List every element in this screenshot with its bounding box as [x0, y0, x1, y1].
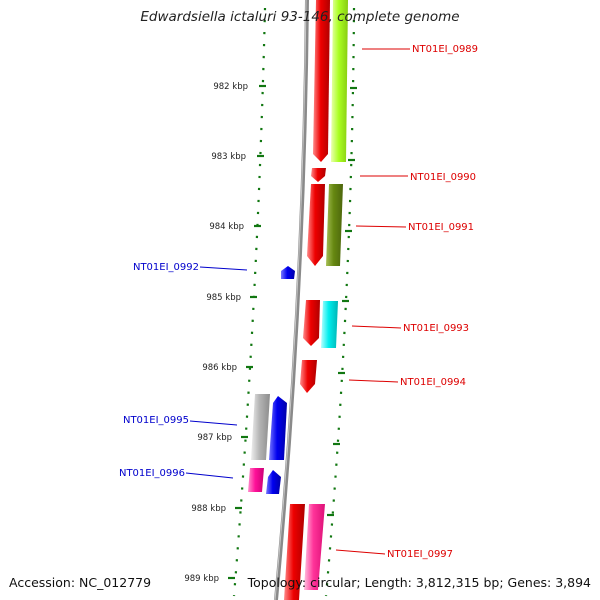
outer-dotted-ruler — [324, 7, 356, 597]
gene-0996-arrow[interactable] — [266, 470, 281, 494]
gene-0997-arrow[interactable] — [284, 504, 305, 600]
gene-0992-arrow[interactable] — [281, 266, 295, 279]
gene-0989-arrow[interactable] — [313, 0, 330, 162]
genome-backbone-highlight — [274, 0, 307, 600]
genome-backbone — [274, 0, 309, 600]
gene-0991-arrow[interactable] — [307, 184, 325, 266]
gene-0995-arrow[interactable] — [269, 396, 287, 460]
gene-0993-arrow[interactable] — [303, 300, 320, 346]
scale-label: 984 kbp — [209, 222, 244, 232]
gene-0991b-arrow[interactable] — [326, 184, 343, 266]
gene-label[interactable]: NT01EI_0996 — [119, 468, 185, 479]
scale-label: 983 kbp — [211, 152, 246, 162]
map-title: Edwardsiella ictaluri 93-146, complete g… — [140, 9, 460, 25]
inner-dotted-ruler — [232, 7, 267, 597]
gene-label[interactable]: NT01EI_0989 — [412, 44, 478, 55]
reverse-gene-shapes — [248, 266, 295, 494]
gene-labels: NT01EI_0989 NT01EI_0990 NT01EI_0991 NT01… — [119, 44, 478, 560]
forward-gene-shapes — [284, 0, 348, 600]
gene-0995a-arrow[interactable] — [251, 394, 270, 460]
scale-labels: 982 kbp 983 kbp 984 kbp 985 kbp 986 kbp … — [184, 82, 248, 584]
gene-0996a-arrow[interactable] — [248, 468, 264, 492]
gene-label[interactable]: NT01EI_0992 — [133, 262, 199, 273]
scale-label: 985 kbp — [206, 293, 241, 303]
ruler-major-ticks — [228, 84, 357, 580]
reverse-leader-lines — [185, 266, 248, 479]
scale-label: 986 kbp — [202, 363, 237, 373]
gene-label[interactable]: NT01EI_0993 — [403, 323, 469, 334]
gene-0997b-arrow[interactable] — [304, 504, 325, 590]
gene-label[interactable]: NT01EI_0990 — [410, 172, 476, 183]
gene-0989b-arrow[interactable] — [331, 0, 348, 162]
gene-label[interactable]: NT01EI_0997 — [387, 549, 453, 560]
gene-0990-arrow[interactable] — [311, 168, 326, 182]
genome-summary-text: Topology: circular; Length: 3,812,315 bp… — [247, 575, 591, 590]
gene-0993b-arrow[interactable] — [321, 301, 338, 348]
accession-text: Accession: NC_012779 — [9, 575, 152, 590]
gene-0994-arrow[interactable] — [300, 360, 317, 393]
scale-label: 987 kbp — [197, 433, 232, 443]
scale-label: 982 kbp — [213, 82, 248, 92]
gene-label[interactable]: NT01EI_0995 — [123, 415, 189, 426]
scale-label: 989 kbp — [184, 574, 219, 584]
gene-label[interactable]: NT01EI_0994 — [400, 377, 466, 388]
gene-label[interactable]: NT01EI_0991 — [408, 222, 474, 233]
scale-label: 988 kbp — [191, 504, 226, 514]
forward-leader-lines — [335, 48, 410, 555]
